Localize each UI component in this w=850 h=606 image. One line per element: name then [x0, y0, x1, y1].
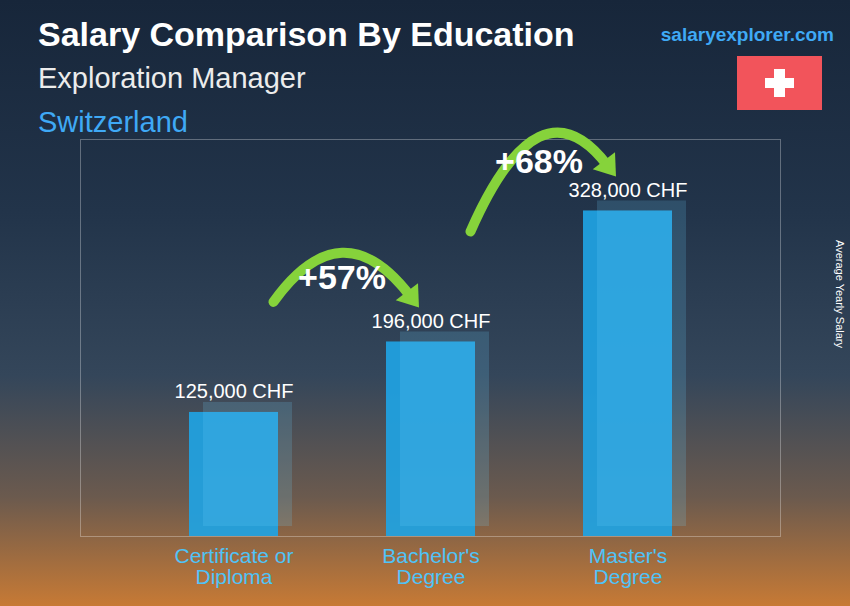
svg-text:125,000 CHF: 125,000 CHF	[175, 380, 294, 402]
svg-text:Certificate orDiploma: Certificate orDiploma	[174, 544, 293, 588]
svg-text:+68%: +68%	[495, 142, 583, 180]
svg-text:328,000 CHF: 328,000 CHF	[569, 179, 688, 201]
svg-text:196,000 CHF: 196,000 CHF	[372, 310, 491, 332]
html-text:Exploration Manager: Exploration Manager	[38, 62, 306, 94]
html-text:Salary Comparison By Education: Salary Comparison By Education	[38, 15, 575, 53]
html-text:Average Yearly Salary: Average Yearly Salary	[834, 240, 846, 348]
svg-text:+57%: +57%	[298, 258, 386, 296]
html-text:Switzerland: Switzerland	[38, 106, 188, 138]
svg-text:Master'sDegree: Master'sDegree	[589, 544, 668, 588]
svg-text:Bachelor'sDegree: Bachelor'sDegree	[382, 544, 479, 588]
html-text:salaryexplorer.com: salaryexplorer.com	[660, 24, 834, 45]
